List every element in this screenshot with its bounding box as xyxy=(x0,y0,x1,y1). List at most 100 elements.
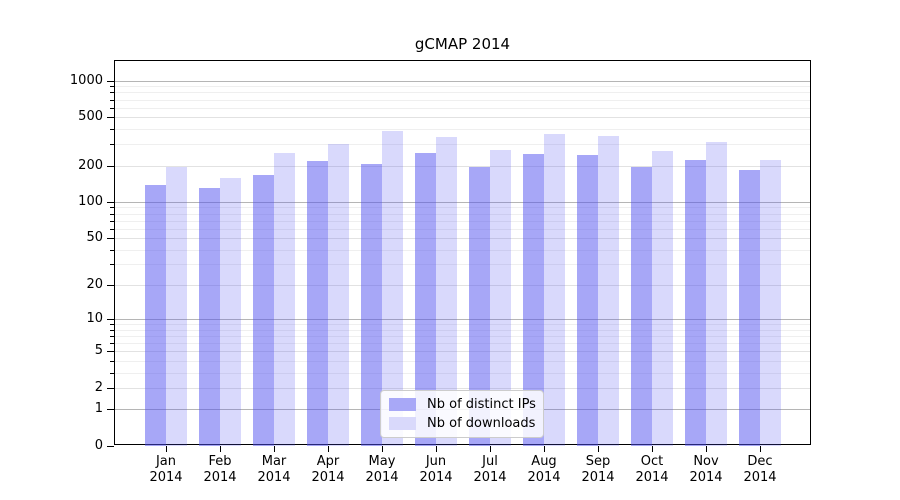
bar-apr-downloads xyxy=(328,144,349,446)
x-tick xyxy=(598,446,599,452)
x-tick-label: Jan 2014 xyxy=(136,454,196,486)
minor-gridline xyxy=(115,207,810,209)
y-minor-tick xyxy=(110,329,114,331)
x-tick-month: Nov xyxy=(693,454,719,469)
minor-gridline xyxy=(115,107,810,109)
bar-may-ips xyxy=(361,164,382,446)
y-tick-label: 5 xyxy=(94,343,103,359)
x-tick xyxy=(166,446,167,452)
y-minor-tick xyxy=(110,92,114,94)
x-tick-month: Feb xyxy=(208,454,232,469)
major-gridline xyxy=(115,80,810,82)
y-minor-tick xyxy=(110,249,114,251)
y-tick-label: 10 xyxy=(86,311,103,327)
x-tick-year: 2014 xyxy=(203,470,237,485)
y-tick xyxy=(107,319,114,321)
legend-label-downloads: Nb of downloads xyxy=(427,415,536,431)
y-minor-tick xyxy=(110,129,114,130)
x-tick-month: Jun xyxy=(425,454,447,469)
x-tick xyxy=(328,446,329,452)
major-gridline xyxy=(115,387,810,389)
x-tick-label: Mar 2014 xyxy=(244,454,304,486)
x-tick-month: Apr xyxy=(316,454,340,469)
x-tick xyxy=(220,446,221,452)
minor-gridline xyxy=(115,372,810,374)
major-gridline xyxy=(115,238,810,240)
legend-item-distinct-ips: Nb of distinct IPs xyxy=(389,397,536,412)
x-tick-year: 2014 xyxy=(149,470,183,485)
major-gridline xyxy=(115,165,810,167)
x-tick-month: Mar xyxy=(261,454,287,469)
bar-apr-ips xyxy=(307,160,328,446)
bar-oct-downloads xyxy=(652,151,673,446)
y-tick xyxy=(107,285,114,286)
bar-feb-downloads xyxy=(220,177,241,446)
bar-may-downloads xyxy=(382,131,403,446)
minor-gridline xyxy=(115,99,810,101)
y-minor-tick xyxy=(110,107,114,109)
minor-gridline xyxy=(115,213,810,215)
y-tick xyxy=(107,165,114,167)
x-tick-label: Nov 2014 xyxy=(676,454,736,486)
y-tick-label: 200 xyxy=(78,157,103,173)
bar-sep-ips xyxy=(577,154,598,446)
y-tick-label: 2 xyxy=(94,379,103,395)
legend-swatch-ips-icon xyxy=(389,398,416,412)
legend-swatch-downloads-icon xyxy=(389,416,416,430)
major-gridline xyxy=(115,117,810,119)
x-tick-label: Apr 2014 xyxy=(298,454,358,486)
y-minor-tick xyxy=(110,336,114,337)
x-tick-year: 2014 xyxy=(419,470,453,485)
chart-title: gCMAP 2014 xyxy=(414,35,511,53)
minor-gridline xyxy=(115,144,810,146)
y-tick xyxy=(107,117,114,119)
y-minor-tick xyxy=(110,360,114,362)
bar-jun-downloads xyxy=(436,137,457,446)
minor-gridline xyxy=(115,324,810,326)
x-tick xyxy=(760,446,761,452)
x-tick-year: 2014 xyxy=(473,470,507,485)
bar-jan-downloads xyxy=(166,167,187,446)
x-tick-year: 2014 xyxy=(743,470,777,485)
minor-gridline xyxy=(115,249,810,251)
y-minor-tick xyxy=(110,264,114,266)
bar-sep-downloads xyxy=(598,136,619,446)
y-tick xyxy=(107,80,114,82)
x-tick-year: 2014 xyxy=(365,470,399,485)
bar-oct-ips xyxy=(631,166,652,446)
bar-jul-downloads xyxy=(490,149,511,446)
y-minor-tick xyxy=(110,213,114,215)
x-tick xyxy=(706,446,707,452)
y-minor-tick xyxy=(110,86,114,88)
x-tick-label: Jul 2014 xyxy=(460,454,520,486)
y-tick xyxy=(107,238,114,240)
x-tick-year: 2014 xyxy=(257,470,291,485)
y-minor-tick xyxy=(110,324,114,326)
minor-gridline xyxy=(115,220,810,222)
bar-jul-ips xyxy=(469,166,490,446)
x-tick-month: Sep xyxy=(585,454,611,469)
y-minor-tick xyxy=(110,372,114,374)
x-tick-month: Jan xyxy=(155,454,177,469)
bar-nov-ips xyxy=(685,160,706,446)
major-gridline xyxy=(115,351,810,353)
x-tick xyxy=(274,446,275,452)
x-tick-label: Jun 2014 xyxy=(406,454,466,486)
y-tick-label: 1000 xyxy=(69,72,103,88)
x-tick-month: Dec xyxy=(747,454,773,469)
y-tick-label: 500 xyxy=(78,109,103,125)
x-tick-label: Aug 2014 xyxy=(514,454,574,486)
x-tick-year: 2014 xyxy=(689,470,723,485)
y-minor-tick xyxy=(110,99,114,101)
x-tick-year: 2014 xyxy=(311,470,345,485)
y-minor-tick xyxy=(110,228,114,230)
y-minor-tick xyxy=(110,343,114,345)
y-tick-label: 20 xyxy=(86,277,103,292)
y-minor-tick xyxy=(110,207,114,209)
x-tick xyxy=(382,446,383,452)
minor-gridline xyxy=(115,129,810,130)
bar-jan-ips xyxy=(145,185,166,446)
y-tick xyxy=(107,201,114,203)
y-tick xyxy=(107,446,114,447)
